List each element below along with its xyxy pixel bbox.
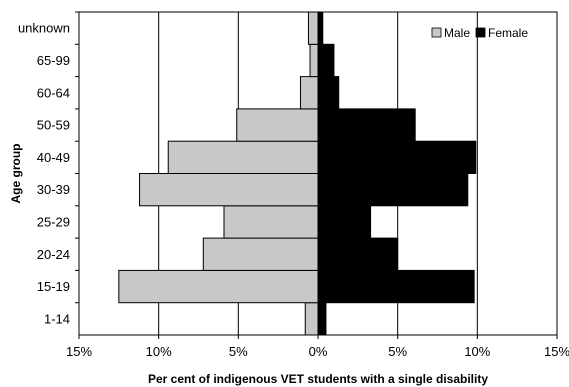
y-tick-label-25-29: 25-29 <box>37 214 70 229</box>
x-tick-label-5: 10% <box>464 344 490 359</box>
x-tick-label-0: 15% <box>66 344 92 359</box>
x-tick-label-3: 0% <box>309 344 328 359</box>
bar-male-40-49 <box>167 140 319 174</box>
bar-female-1-14 <box>317 302 327 336</box>
bar-female-15-19 <box>317 269 475 304</box>
y-tick-label-65-99: 65-99 <box>37 53 70 68</box>
bar-male-65-99 <box>309 43 319 78</box>
bar-male-unknown <box>307 11 319 45</box>
y-tick-label-60-64: 60-64 <box>37 85 70 100</box>
y-axis-title: Age group <box>9 144 23 204</box>
legend-swatch-male <box>431 27 442 38</box>
legend-swatch-female <box>475 27 486 38</box>
bar-male-25-29 <box>223 205 319 239</box>
bars <box>118 11 477 336</box>
x-tick-label-1: 10% <box>146 344 172 359</box>
bar-female-50-59 <box>317 108 416 142</box>
y-tick-label-unknown: unknown <box>18 21 70 36</box>
bar-male-15-19 <box>118 269 319 304</box>
bar-male-30-39 <box>139 173 319 207</box>
bar-female-25-29 <box>317 205 372 239</box>
bar-male-20-24 <box>202 237 319 271</box>
legend-label-female: Female <box>488 26 528 40</box>
y-tick-label-15-19: 15-19 <box>37 279 70 294</box>
bar-female-40-49 <box>317 140 477 174</box>
y-tick-label-1-14: 1-14 <box>44 311 70 326</box>
x-axis-title: Per cent of indigenous VET students with… <box>148 372 488 386</box>
x-tick-label-4: 5% <box>388 344 407 359</box>
plot-area-border <box>78 11 558 336</box>
bar-female-30-39 <box>317 173 469 207</box>
bar-female-20-24 <box>317 237 399 271</box>
bar-male-1-14 <box>304 302 319 336</box>
bar-female-60-64 <box>317 76 340 110</box>
y-tick-label-50-59: 50-59 <box>37 118 70 133</box>
bar-male-60-64 <box>299 76 319 110</box>
y-tick-label-30-39: 30-39 <box>37 182 70 197</box>
y-tick-labels: 1-14 15-19 20-24 25-29 30-39 40-49 50-59 60-64 6… <box>18 11 79 326</box>
x-tick-label-2: 5% <box>229 344 248 359</box>
bar-female-unknown <box>317 11 324 45</box>
legend: Male Female <box>431 26 528 40</box>
x-tick-label-6: 15% <box>544 344 569 359</box>
y-tick-label-20-24: 20-24 <box>37 247 70 262</box>
bar-male-50-59 <box>236 108 319 142</box>
x-tick-labels: 15% 10% 5% 0% 5% 10% 15% <box>66 335 569 359</box>
legend-label-male: Male <box>444 26 470 40</box>
bar-female-65-99 <box>317 43 335 78</box>
y-tick-label-40-49: 40-49 <box>37 150 70 165</box>
